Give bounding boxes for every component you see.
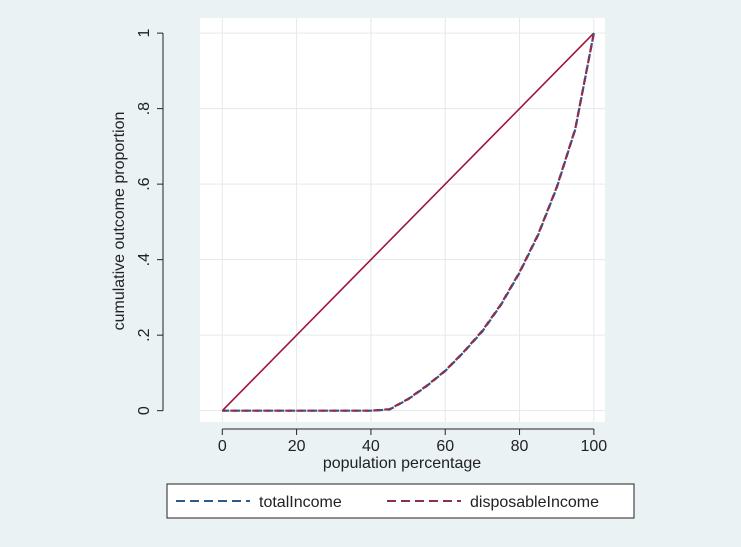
y-axis-label: cumulative outcome proportion	[111, 112, 128, 331]
x-tick-label: 40	[362, 438, 380, 455]
x-tick-label: 20	[288, 438, 306, 455]
legend-label: disposableIncome	[470, 494, 599, 511]
x-tick-label: 100	[581, 438, 608, 455]
y-tick-label: .2	[136, 328, 153, 341]
y-tick-label: .6	[136, 177, 153, 190]
axes: 0 20 40 60 80 100 0 .2 .4 .6 .8 1	[136, 29, 607, 455]
y-tick-label: .4	[136, 253, 153, 266]
series-line-disposableIncome	[222, 32, 595, 412]
x-tick-label: 60	[436, 438, 454, 455]
x-axis-label: population percentage	[323, 455, 481, 472]
y-tick-label: 1	[136, 29, 153, 38]
legend-box	[166, 483, 635, 519]
legend: totalIncome disposableIncome	[166, 483, 635, 519]
y-tick-label: .8	[136, 102, 153, 115]
x-tick-label: 80	[511, 438, 529, 455]
equality-line	[221, 32, 595, 412]
y-tick-label: 0	[136, 406, 153, 415]
x-tick-label: 0	[218, 438, 227, 455]
series-layer	[221, 32, 595, 412]
plot-background	[200, 18, 605, 422]
legend-label: totalIncome	[259, 494, 342, 511]
grid	[200, 18, 605, 422]
